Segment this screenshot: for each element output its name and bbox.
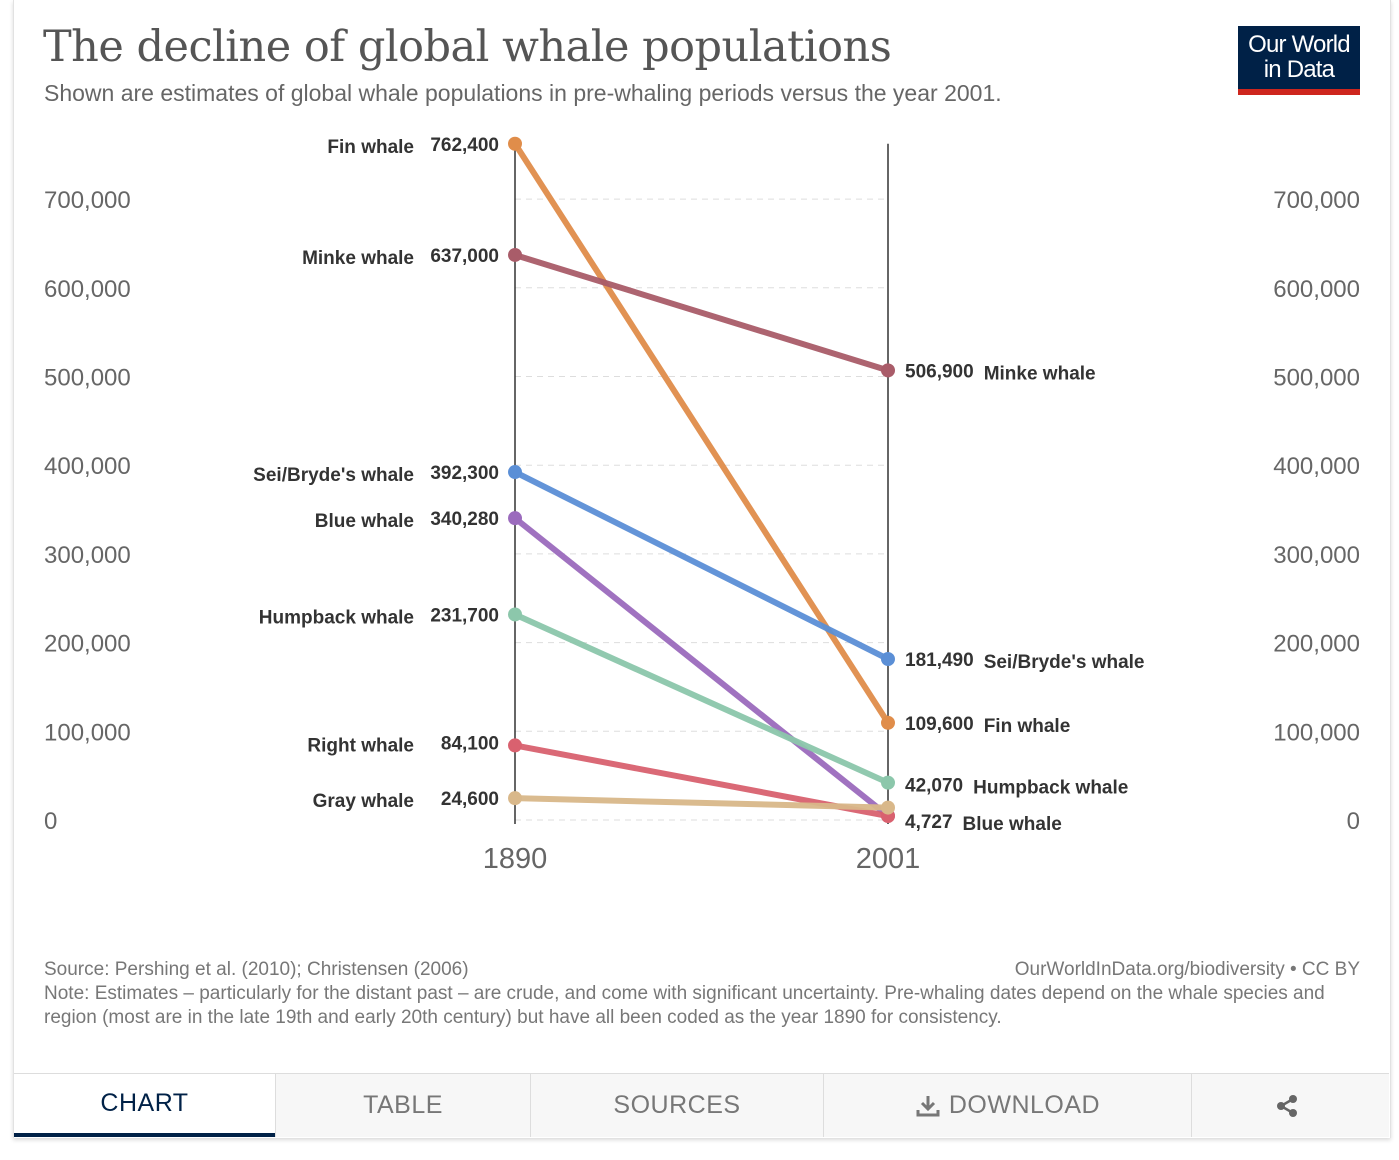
- value-label-1890-blue-whale: 340,280: [430, 509, 499, 530]
- point-2001-gray-whale[interactable]: [881, 800, 895, 815]
- y-tick-right: 600,000: [1273, 276, 1360, 303]
- point-2001-minke-whale[interactable]: [881, 363, 895, 378]
- y-tick-right: 400,000: [1273, 453, 1360, 480]
- share-icon: [1276, 1094, 1297, 1117]
- tab-download[interactable]: DOWNLOAD: [823, 1074, 1191, 1137]
- y-tick-right: 0: [1347, 808, 1360, 835]
- y-tick-left: 200,000: [44, 631, 131, 658]
- point-1890-sei-bryde-s-whale[interactable]: [508, 465, 522, 480]
- value-label-2001-minke-whale: 506,900: [905, 361, 974, 382]
- tab-chart-label: CHART: [100, 1089, 189, 1117]
- series-label-right-sei-bryde-s-whale: Sei/Bryde's whale: [984, 652, 1145, 673]
- y-tick-left: 100,000: [44, 719, 131, 746]
- source-text: Source: Pershing et al. (2010); Christen…: [44, 959, 469, 980]
- series-line-humpback-whale[interactable]: [512, 611, 891, 786]
- value-label-1890-gray-whale: 24,600: [441, 789, 499, 810]
- y-tick-left: 300,000: [44, 542, 131, 569]
- value-label-2001-sei-bryde-s-whale: 181,490: [905, 650, 974, 671]
- point-2001-fin-whale[interactable]: [881, 715, 895, 730]
- share-button[interactable]: [1191, 1074, 1389, 1137]
- y-tick-right: 300,000: [1273, 542, 1360, 569]
- y-tick-left: 700,000: [44, 187, 131, 214]
- chart-footer: Source: Pershing et al. (2010); Christen…: [44, 958, 1360, 1030]
- tab-table-label: TABLE: [363, 1091, 443, 1119]
- series-line-blue-whale[interactable]: [512, 515, 891, 819]
- slope-chart: 0 0 100,000 100,000 200,000 200,000 300,000 300…: [44, 135, 1360, 875]
- series-label-left-gray-whale: Gray whale: [313, 791, 414, 812]
- tab-table[interactable]: TABLE: [275, 1074, 530, 1137]
- license-link[interactable]: OurWorldInData.org/biodiversity • CC BY: [1014, 959, 1360, 980]
- tab-chart[interactable]: CHART: [14, 1074, 275, 1137]
- logo-line-2: in Data: [1263, 56, 1335, 83]
- point-2001-humpback-whale[interactable]: [881, 775, 895, 790]
- series-label-left-fin-whale: Fin whale: [327, 137, 414, 158]
- series-label-left-minke-whale: Minke whale: [302, 248, 414, 269]
- chart-title: The decline of global whale populations: [43, 22, 892, 72]
- tab-bar: CHART TABLE SOURCES DOWNLOAD: [14, 1073, 1389, 1137]
- x-tick-label: 2001: [856, 843, 921, 875]
- owid-logo[interactable]: Our World in Data: [1238, 26, 1360, 95]
- series-label-right-minke-whale: Minke whale: [984, 363, 1096, 384]
- value-label-1890-sei-bryde-s-whale: 392,300: [430, 463, 499, 484]
- point-2001-sei-bryde-s-whale[interactable]: [881, 652, 895, 667]
- series-label-right-humpback-whale: Humpback whale: [973, 778, 1128, 799]
- series-line-gray-whale[interactable]: [512, 795, 891, 811]
- y-tick-right: 700,000: [1273, 187, 1360, 214]
- chart-subtitle: Shown are estimates of global whale popu…: [44, 80, 1002, 106]
- series-line-minke-whale[interactable]: [512, 251, 891, 374]
- y-tick-left: 500,000: [44, 365, 131, 392]
- point-1890-blue-whale[interactable]: [508, 511, 522, 526]
- value-label-1890-humpback-whale: 231,700: [430, 605, 499, 626]
- y-tick-left: 600,000: [44, 276, 131, 303]
- logo-line-1: Our World: [1248, 31, 1351, 58]
- series-label-right-fin-whale: Fin whale: [984, 716, 1071, 737]
- y-tick-right: 200,000: [1273, 631, 1360, 658]
- series-label-right-blue-whale: Blue whale: [963, 814, 1062, 835]
- value-label-2001-humpback-whale: 42,070: [905, 776, 963, 797]
- value-label-2001-fin-whale: 109,600: [905, 714, 974, 735]
- point-1890-humpback-whale[interactable]: [508, 607, 522, 622]
- series-label-left-humpback-whale: Humpback whale: [259, 607, 414, 628]
- download-icon: [916, 1095, 940, 1116]
- y-tick-left: 0: [44, 808, 57, 835]
- tab-sources[interactable]: SOURCES: [530, 1074, 823, 1137]
- value-label-2001-blue-whale: 4,727: [905, 812, 953, 833]
- series-label-left-right-whale: Right whale: [307, 735, 414, 756]
- series-label-left-sei-bryde-s-whale: Sei/Bryde's whale: [253, 465, 414, 486]
- y-tick-right: 500,000: [1273, 365, 1360, 392]
- tab-sources-label: SOURCES: [613, 1091, 741, 1119]
- y-tick-right: 100,000: [1273, 719, 1360, 746]
- note-text: Note: Estimates – particularly for the d…: [44, 983, 1325, 1028]
- tab-download-label: DOWNLOAD: [948, 1091, 1101, 1119]
- x-tick-label: 1890: [483, 843, 548, 875]
- point-1890-gray-whale[interactable]: [508, 791, 522, 806]
- value-label-1890-fin-whale: 762,400: [430, 135, 499, 156]
- value-label-1890-right-whale: 84,100: [441, 733, 499, 754]
- series-line-sei-bryde-s-whale[interactable]: [512, 469, 891, 663]
- point-1890-minke-whale[interactable]: [508, 247, 522, 262]
- y-tick-left: 400,000: [44, 453, 131, 480]
- value-label-1890-minke-whale: 637,000: [430, 246, 499, 267]
- point-1890-right-whale[interactable]: [508, 738, 522, 753]
- point-1890-fin-whale[interactable]: [508, 136, 522, 151]
- series-line-fin-whale[interactable]: [512, 140, 891, 726]
- series-label-left-blue-whale: Blue whale: [315, 511, 414, 532]
